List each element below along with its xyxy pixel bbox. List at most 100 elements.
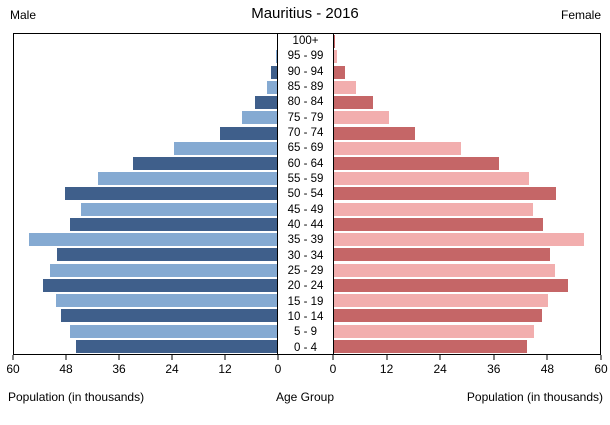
axis-tick-mark — [546, 355, 548, 360]
age-group-label: 25 - 29 — [287, 264, 324, 277]
male-bar-10-14 — [61, 309, 277, 323]
female-bar-row — [334, 217, 600, 232]
female-side-label: Female — [560, 8, 601, 22]
axis-tick-mark — [386, 355, 388, 360]
female-bar-20-24 — [334, 278, 569, 292]
axis-tick-mark — [332, 355, 334, 360]
male-axis-ticks: 0 12 24 36 48 60 — [6, 355, 281, 381]
female-bar-row — [334, 125, 600, 140]
female-bar-row — [334, 308, 600, 323]
female-bar-row — [334, 232, 600, 247]
age-group-label: 85 - 89 — [287, 80, 324, 93]
male-bar-row — [14, 110, 277, 125]
male-plot-area — [13, 33, 278, 355]
axis-tick-mark — [118, 355, 120, 360]
male-bar-row — [14, 308, 277, 323]
axis-tick-label: 60 — [594, 362, 608, 376]
age-group-label: 100+ — [292, 35, 319, 47]
male-bar-15-19 — [55, 294, 277, 308]
male-bar-75-79 — [241, 111, 277, 125]
female-bar-75-79 — [334, 111, 390, 125]
male-bar-row — [14, 80, 277, 95]
female-bar-10-14 — [334, 309, 543, 323]
age-group-label: 65 - 69 — [287, 142, 324, 155]
male-bar-0-4 — [76, 339, 277, 353]
female-bar-row — [334, 80, 600, 95]
female-bar-row — [334, 156, 600, 171]
age-group-label: 0 - 4 — [293, 341, 317, 354]
age-group-label: 40 - 44 — [287, 218, 324, 231]
female-bar-25-29 — [334, 263, 555, 277]
axis-tick-label: 12 — [218, 362, 232, 376]
female-bar-50-54 — [334, 187, 557, 201]
male-bar-95-99 — [276, 50, 277, 64]
male-bar-row — [14, 293, 277, 308]
axis-tick-label: 24 — [433, 362, 447, 376]
female-bar-35-39 — [334, 233, 585, 247]
axis-tick-mark — [12, 355, 14, 360]
female-bar-15-19 — [334, 294, 548, 308]
age-group-label: 80 - 84 — [287, 96, 324, 109]
male-bar-row — [14, 217, 277, 232]
male-bar-row — [14, 247, 277, 262]
male-bar-50-54 — [65, 187, 277, 201]
age-group-label: 30 - 34 — [287, 249, 324, 262]
axis-tick-label: 0 — [274, 362, 282, 376]
axis-tick-mark — [493, 355, 495, 360]
age-axis-column: 100+ 95 - 99 90 - 94 85 - 89 80 - 84 75 - 79 7… — [278, 33, 333, 355]
plot-area: 100+ 95 - 99 90 - 94 85 - 89 80 - 84 75 - 79 7… — [13, 33, 610, 355]
male-bar-row — [14, 202, 277, 217]
male-bar-80-84 — [255, 96, 277, 110]
male-bar-row — [14, 323, 277, 338]
axis-tick-label: 36 — [112, 362, 126, 376]
male-bar-20-24 — [42, 278, 277, 292]
male-bar-row — [14, 339, 277, 354]
female-axis-ticks: 0 12 24 36 48 60 — [330, 355, 608, 381]
male-bar-55-59 — [97, 172, 277, 186]
female-bar-row — [334, 247, 600, 262]
axis-tick-mark — [171, 355, 173, 360]
female-bar-100+ — [334, 35, 336, 49]
female-bar-row — [334, 202, 600, 217]
male-bar-row — [14, 49, 277, 64]
male-side-label: Male — [10, 8, 37, 22]
female-bar-0-4 — [334, 339, 528, 353]
female-axis-title: Population (in thousands) — [466, 390, 603, 404]
age-group-label: 5 - 9 — [293, 326, 317, 339]
male-bar-45-49 — [80, 202, 277, 216]
female-bar-row — [334, 323, 600, 338]
age-group-label: 70 - 74 — [287, 126, 324, 139]
male-bar-25-29 — [50, 263, 277, 277]
axis-tick-mark — [600, 355, 602, 360]
female-bar-90-94 — [334, 65, 346, 79]
age-group-label: 20 - 24 — [287, 280, 324, 293]
age-group-label: 60 - 64 — [287, 157, 324, 170]
age-group-label: 95 - 99 — [287, 50, 324, 63]
axis-tick-label: 24 — [165, 362, 179, 376]
female-bar-row — [334, 95, 600, 110]
age-group-label: 55 - 59 — [287, 172, 324, 185]
female-bar-row — [334, 49, 600, 64]
male-axis-title: Population (in thousands) — [8, 390, 145, 404]
male-bar-35-39 — [28, 233, 277, 247]
female-bar-40-44 — [334, 217, 544, 231]
male-bar-row — [14, 156, 277, 171]
axis-tick-label: 48 — [59, 362, 73, 376]
female-bar-60-64 — [334, 156, 499, 170]
axis-tick-label: 48 — [540, 362, 555, 376]
age-group-axis-title: Age Group — [275, 390, 335, 404]
female-bar-85-89 — [334, 80, 356, 94]
age-group-label: 90 - 94 — [287, 65, 324, 78]
female-bar-80-84 — [334, 96, 373, 110]
female-bar-row — [334, 110, 600, 125]
female-bar-70-74 — [334, 126, 415, 140]
age-group-label: 45 - 49 — [287, 203, 324, 216]
male-bar-40-44 — [70, 217, 277, 231]
axis-titles: Population (in thousands) Age Group Popu… — [0, 381, 610, 425]
male-bar-row — [14, 171, 277, 186]
female-plot-area — [333, 33, 601, 355]
female-bar-row — [334, 141, 600, 156]
male-bar-65-69 — [174, 141, 277, 155]
male-bar-row — [14, 125, 277, 140]
